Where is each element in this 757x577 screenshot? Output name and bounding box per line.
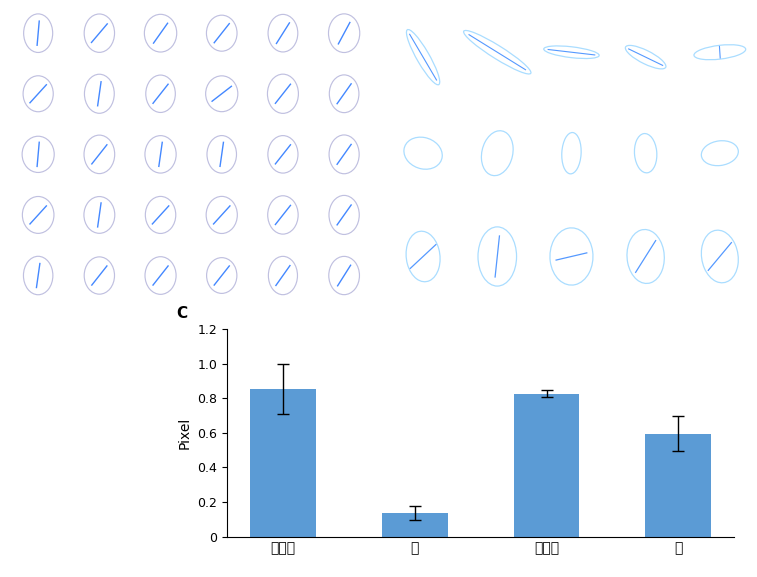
Bar <box>514 394 580 537</box>
Y-axis label: Pixel: Pixel <box>178 417 192 449</box>
Bar <box>646 434 712 537</box>
Bar <box>250 389 316 537</box>
Bar <box>382 514 447 537</box>
Text: C: C <box>176 306 188 321</box>
Text: A: A <box>11 6 23 21</box>
Text: B: B <box>386 6 397 21</box>
